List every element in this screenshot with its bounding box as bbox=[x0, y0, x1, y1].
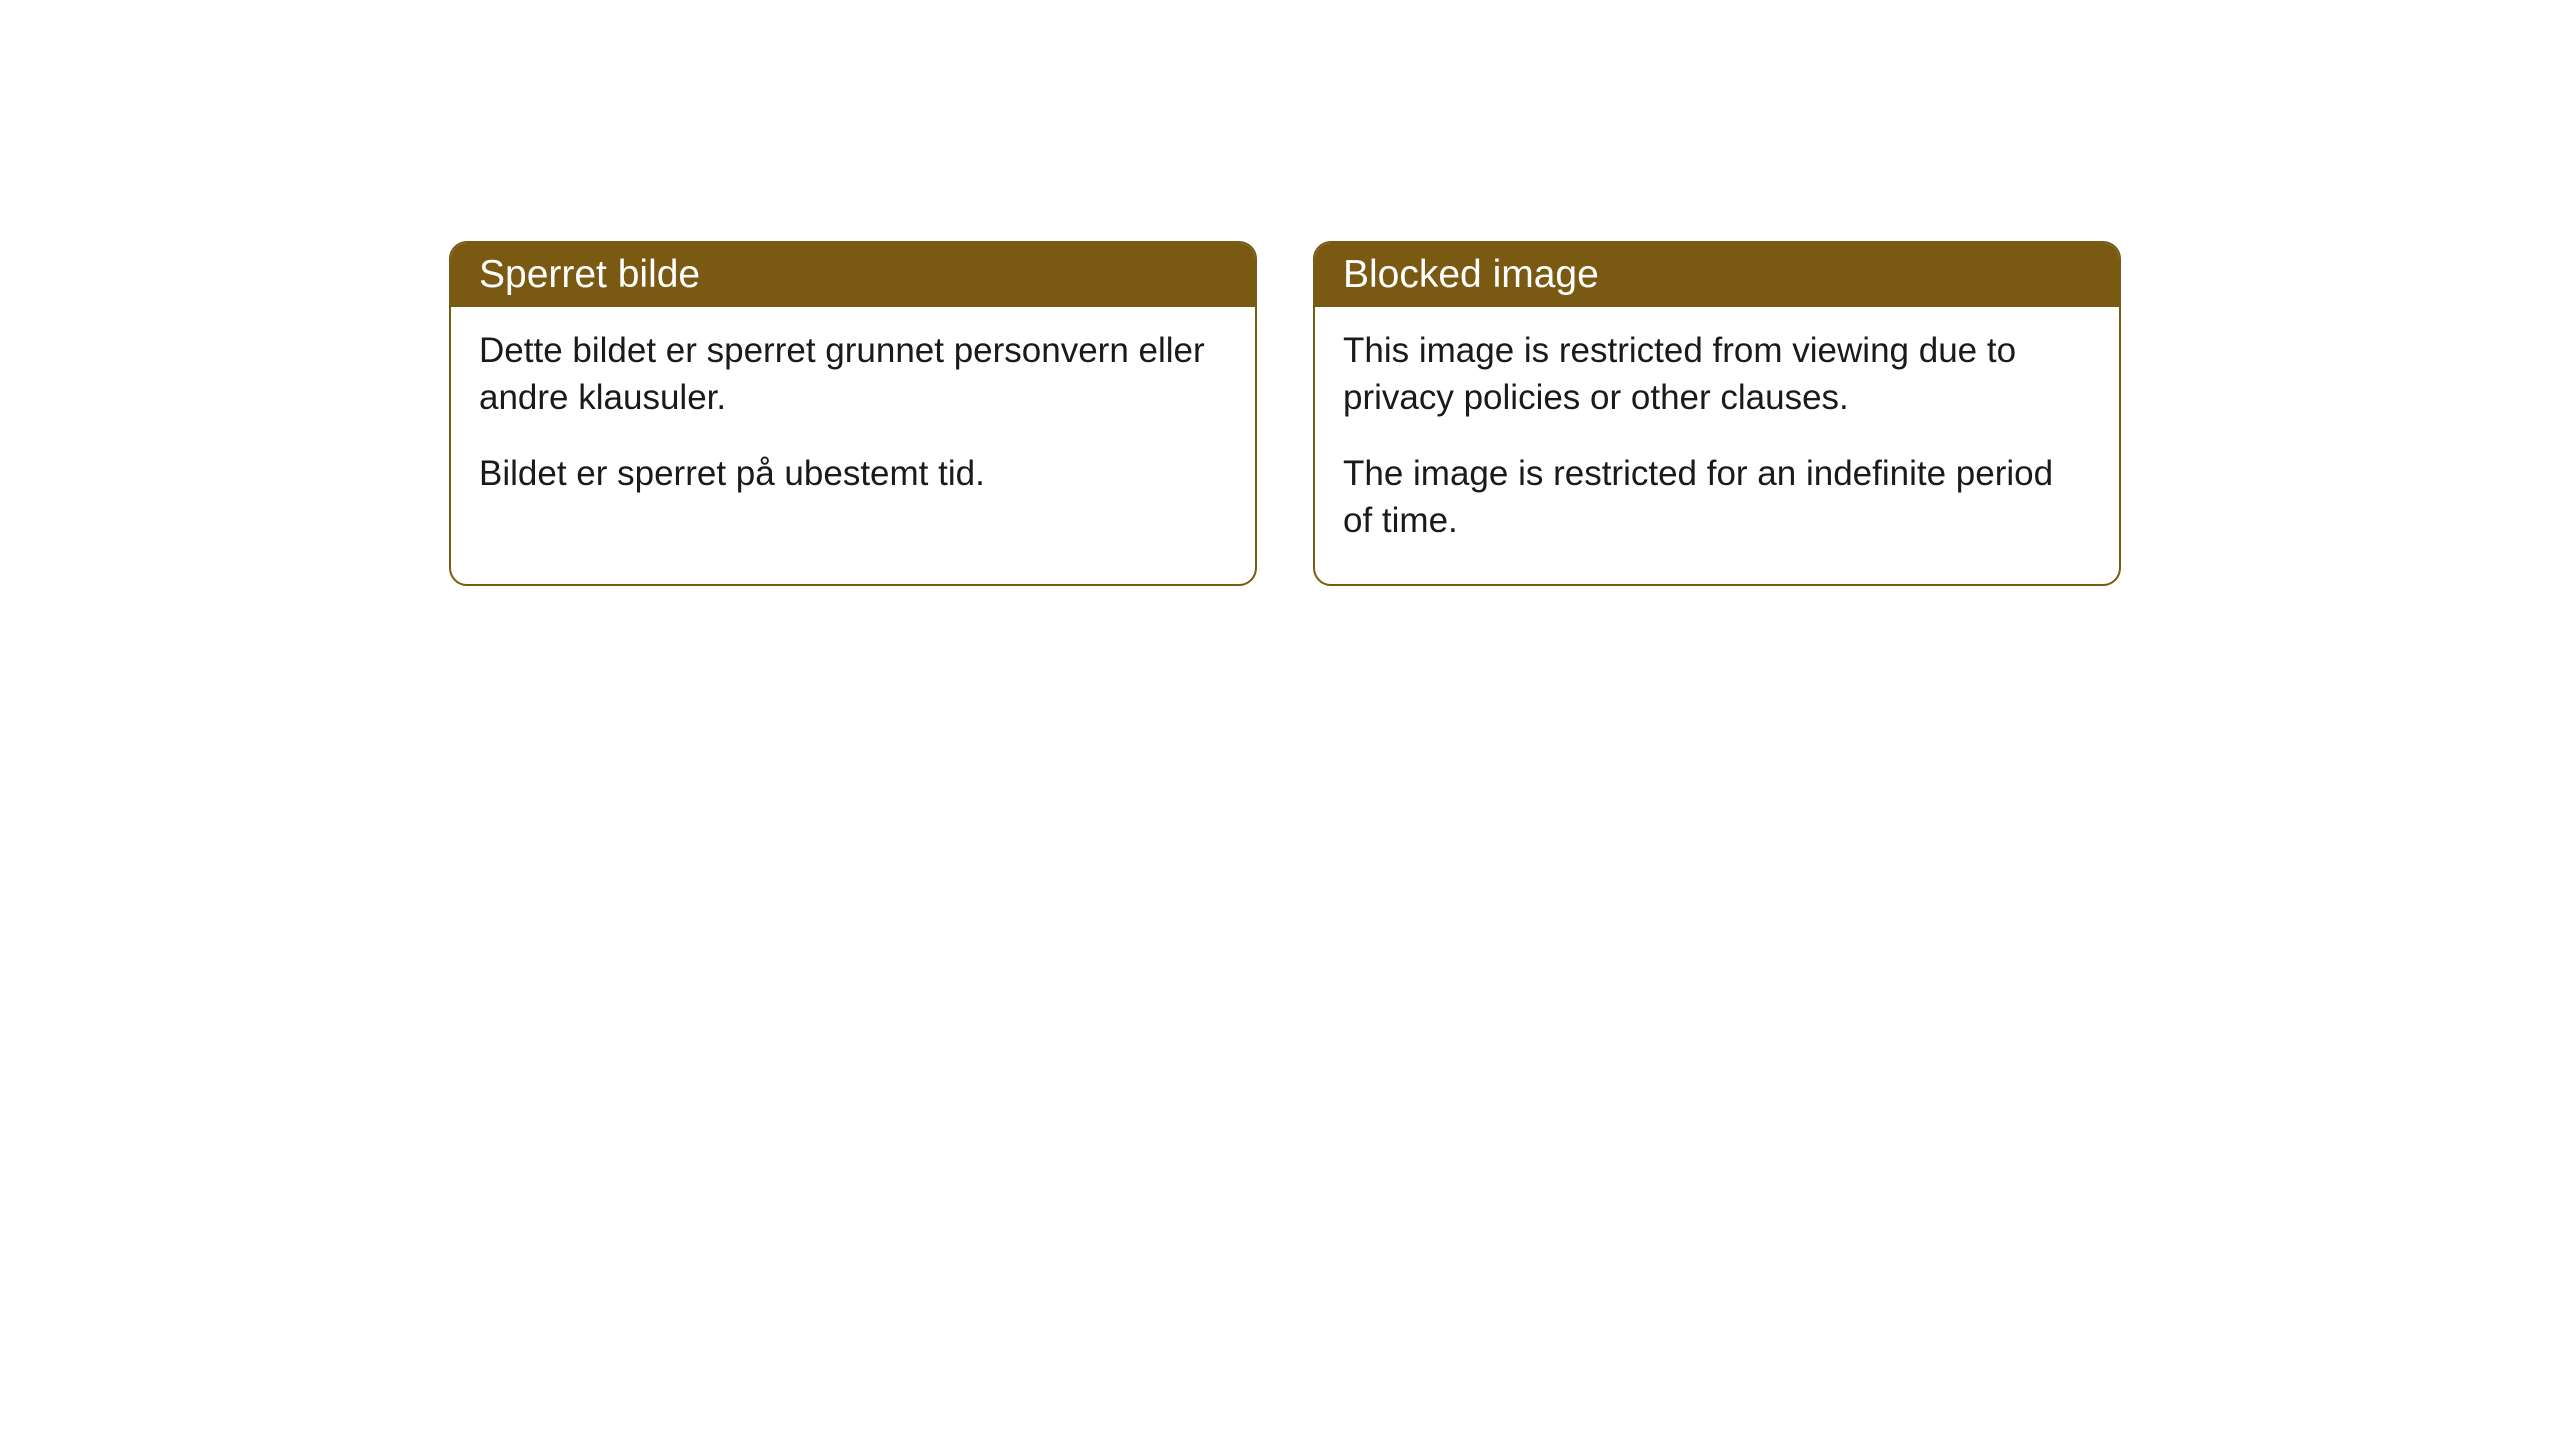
notice-card-english: Blocked image This image is restricted f… bbox=[1313, 241, 2121, 586]
notice-card-norwegian: Sperret bilde Dette bildet er sperret gr… bbox=[449, 241, 1257, 586]
card-header: Blocked image bbox=[1315, 243, 2119, 307]
card-header: Sperret bilde bbox=[451, 243, 1255, 307]
card-title: Sperret bilde bbox=[479, 253, 700, 296]
card-paragraph: The image is restricted for an indefinit… bbox=[1343, 450, 2091, 545]
card-body: Dette bildet er sperret grunnet personve… bbox=[451, 307, 1255, 537]
card-paragraph: Dette bildet er sperret grunnet personve… bbox=[479, 327, 1227, 422]
card-paragraph: Bildet er sperret på ubestemt tid. bbox=[479, 450, 1227, 497]
card-body: This image is restricted from viewing du… bbox=[1315, 307, 2119, 584]
card-paragraph: This image is restricted from viewing du… bbox=[1343, 327, 2091, 422]
card-title: Blocked image bbox=[1343, 253, 1599, 296]
notice-cards-container: Sperret bilde Dette bildet er sperret gr… bbox=[449, 241, 2121, 586]
